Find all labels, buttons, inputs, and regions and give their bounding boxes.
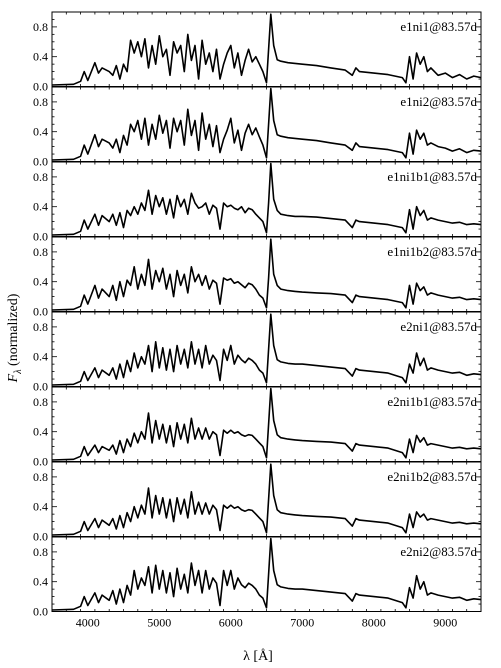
- x-tick-label: 4000: [76, 616, 100, 630]
- panel-7: 0.0 0.4 0.8 e2ni1b2@83.57d: [33, 461, 482, 544]
- spectrum-line: [51, 387, 482, 461]
- y-tick-label: 0.4: [33, 575, 48, 589]
- y-axis-title-sub: λ: [13, 369, 24, 375]
- y-tick-label: 0.8: [33, 470, 48, 484]
- panel-label: e1ni2@83.57d: [400, 94, 477, 109]
- spectrum-line: [51, 537, 482, 611]
- y-tick-label: 0.8: [33, 320, 48, 334]
- panel-label: e2ni1b2@83.57d: [387, 469, 477, 484]
- panel-6: 0.0 0.4 0.8 e2ni1b1@83.57d: [33, 386, 482, 469]
- spectrum-line: [51, 313, 482, 386]
- y-tick-label: 0.0: [33, 305, 48, 319]
- spectrum-line: [51, 87, 482, 161]
- y-tick-label: 0.0: [33, 155, 48, 169]
- panels-group: 0.0 0.4 0.8 e1ni1@83.57d 0.0 0.4 0.8 e1ni2@83.5…: [33, 11, 482, 619]
- spectrum-line: [51, 463, 482, 536]
- x-tick-label: 5000: [147, 616, 171, 630]
- y-tick-label: 0.4: [33, 500, 48, 514]
- spectrum-line: [51, 238, 482, 311]
- panel-8: 0.0 0.4 0.8 e2ni2@83.57d: [33, 536, 482, 619]
- spectrum-line: [51, 162, 482, 236]
- y-tick-label: 0.4: [33, 200, 48, 214]
- x-tick-label: 7000: [290, 616, 314, 630]
- panel-label: e2ni1b1@83.57d: [387, 394, 477, 409]
- y-axis-title-main: F: [6, 373, 21, 383]
- y-tick-label: 0.4: [33, 425, 48, 439]
- y-tick-label: 0.4: [33, 125, 48, 139]
- x-tick-label: 6000: [219, 616, 243, 630]
- x-tick-label: 9000: [433, 616, 457, 630]
- y-tick-label: 0.0: [33, 530, 48, 544]
- x-axis-title: λ [Å]: [243, 648, 273, 664]
- panel-1: 0.0 0.4 0.8 e1ni1@83.57d: [33, 11, 482, 94]
- panel-5: 0.0 0.4 0.8 e2ni1@83.57d: [33, 311, 482, 394]
- panel-label: e1ni1@83.57d: [400, 19, 477, 34]
- y-tick-label: 0.8: [33, 95, 48, 109]
- y-tick-label: 0.8: [33, 395, 48, 409]
- y-tick-label: 0.0: [33, 80, 48, 94]
- y-tick-label: 0.8: [33, 545, 48, 559]
- y-axis-title: Fλ (normalized): [6, 293, 24, 383]
- y-tick-label: 0.4: [33, 275, 48, 289]
- panel-4: 0.0 0.4 0.8 e1ni1b2@83.57d: [33, 236, 482, 319]
- panel-2: 0.0 0.4 0.8 e1ni2@83.57d: [33, 86, 482, 169]
- panel-label: e2ni1@83.57d: [400, 319, 477, 334]
- x-tick-labels: 4000 5000 6000 7000 8000 9000: [76, 616, 458, 630]
- y-tick-label: 0.0: [33, 230, 48, 244]
- y-tick-label: 0.0: [33, 605, 48, 619]
- panel-label: e2ni2@83.57d: [400, 544, 477, 559]
- y-axis-title-rest: (normalized): [6, 293, 21, 369]
- panel-label: e1ni1b1@83.57d: [387, 169, 477, 184]
- panel-3: 0.0 0.4 0.8 e1ni1b1@83.57d: [33, 161, 482, 244]
- y-tick-label: 0.8: [33, 20, 48, 34]
- spectrum-line: [51, 13, 482, 86]
- y-tick-label: 0.0: [33, 380, 48, 394]
- y-tick-label: 0.8: [33, 170, 48, 184]
- panel-label: e1ni1b2@83.57d: [387, 244, 477, 259]
- y-tick-label: 0.4: [33, 350, 48, 364]
- y-tick-label: 0.4: [33, 50, 48, 64]
- y-tick-label: 0.8: [33, 245, 48, 259]
- y-tick-label: 0.0: [33, 455, 48, 469]
- x-tick-label: 8000: [362, 616, 386, 630]
